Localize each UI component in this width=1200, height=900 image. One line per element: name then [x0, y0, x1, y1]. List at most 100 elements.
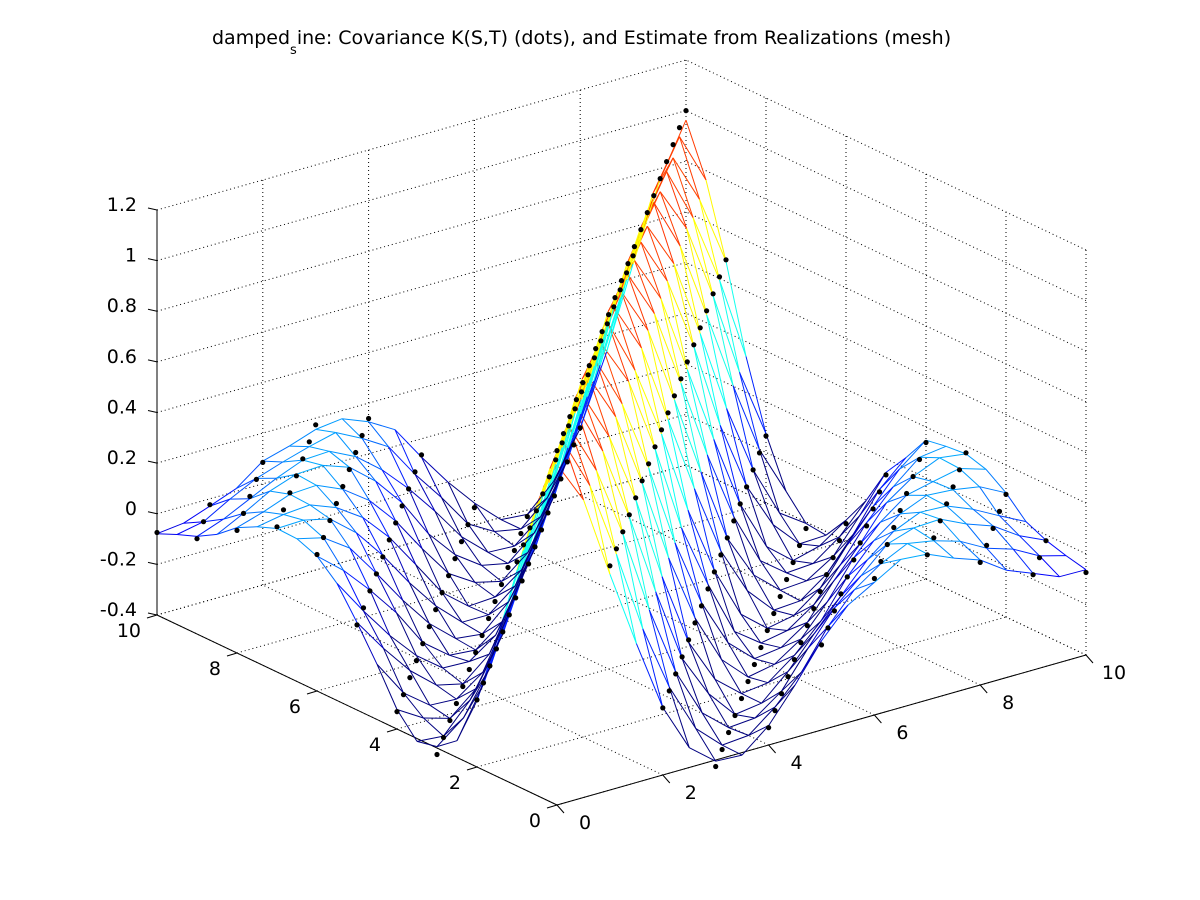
mesh-edge: [839, 522, 868, 566]
covariance-dot: [704, 308, 710, 314]
mesh-edge: [780, 638, 802, 649]
mesh-edge: [289, 428, 316, 447]
covariance-dot: [758, 644, 764, 651]
covariance-dot: [346, 466, 352, 473]
title-part-rest: ine: Covariance K(S,T) (dots), and Estim…: [297, 27, 951, 49]
covariance-dot: [234, 527, 240, 534]
covariance-dot: [664, 159, 670, 165]
mesh-edge: [296, 473, 317, 486]
mesh-edge: [642, 628, 670, 688]
mesh-edge: [866, 486, 894, 523]
mesh-edge: [302, 450, 330, 461]
mesh-edge: [721, 659, 742, 694]
mesh-edge: [621, 291, 642, 349]
mesh-edge: [316, 484, 337, 508]
covariance-dot: [691, 342, 697, 348]
covariance-dot: [804, 623, 810, 629]
z-tick-label: -0.4: [100, 599, 137, 621]
mesh-edge: [315, 418, 343, 430]
mesh-edge: [747, 590, 775, 611]
mesh-edge: [355, 456, 377, 482]
mesh-edge: [396, 709, 418, 742]
mesh-edge: [979, 486, 1007, 494]
mesh-edge: [873, 530, 895, 542]
mesh-edge: [687, 509, 715, 571]
mesh-edge: [416, 740, 438, 748]
mesh-edge: [395, 520, 423, 549]
covariance-dot: [471, 505, 477, 511]
x-tick-mark: [768, 744, 776, 754]
mesh-edge: [699, 333, 721, 426]
mesh-edge: [693, 488, 722, 552]
mesh-edge: [787, 647, 809, 672]
mesh-edge: [933, 540, 961, 542]
mesh-edge: [436, 717, 464, 747]
covariance-dot: [293, 473, 299, 479]
mesh-edge: [840, 575, 862, 597]
grid-line-wall-x-horizontal: [685, 211, 1087, 403]
mesh-edge: [833, 543, 861, 582]
mesh-edge: [428, 623, 450, 656]
mesh-edge: [886, 494, 907, 504]
mesh-edge: [946, 505, 974, 510]
mesh-edge: [679, 136, 700, 200]
mesh-edge: [474, 502, 502, 521]
grid-line-wall-x-horizontal: [685, 59, 1087, 251]
mesh-edge: [821, 604, 849, 641]
mesh-edge: [741, 682, 769, 695]
mesh-edge: [635, 499, 657, 592]
mesh-edge: [708, 693, 736, 715]
mesh-edge: [860, 563, 882, 577]
covariance-dot: [586, 363, 592, 369]
mesh-edge: [436, 740, 458, 748]
mesh-edge: [553, 428, 581, 482]
mesh-edge: [381, 469, 409, 490]
grid-line-wall-y-horizontal: [156, 160, 687, 312]
mesh-edge: [753, 574, 781, 591]
mesh-edge: [456, 683, 484, 741]
mesh-edge: [806, 573, 827, 582]
mesh-edge: [899, 456, 920, 470]
mesh-edge: [946, 505, 967, 525]
mesh-edge: [416, 735, 444, 742]
mesh-edge: [859, 502, 888, 544]
mesh-edge: [315, 428, 336, 433]
covariance-dot: [313, 422, 319, 428]
mesh-edge: [734, 630, 762, 644]
mesh-edge: [912, 457, 940, 478]
covariance-dot: [836, 538, 843, 544]
covariance-dot: [683, 108, 689, 114]
mesh-edge: [356, 622, 378, 665]
covariance-dot: [498, 581, 505, 588]
mesh-edge: [827, 604, 849, 627]
mesh-edge: [309, 432, 336, 448]
mesh-edge: [647, 330, 669, 420]
title-part-main: damped: [212, 27, 290, 49]
mesh-edge: [679, 245, 708, 315]
mesh-edge: [740, 613, 762, 644]
mesh-edge: [606, 263, 634, 353]
mesh-edge: [992, 525, 1014, 550]
mesh-edge: [827, 589, 855, 627]
mesh-edge: [780, 580, 807, 591]
mesh-edge: [176, 521, 204, 535]
covariance-dot: [1030, 572, 1036, 578]
covariance-dot: [676, 125, 683, 131]
mesh-edge: [262, 460, 283, 463]
covariance-dot: [884, 541, 890, 548]
mesh-edge: [966, 523, 994, 527]
covariance-dot: [698, 603, 705, 609]
mesh-edge: [363, 610, 391, 636]
mesh-edge: [494, 569, 522, 598]
mesh-edge: [807, 626, 829, 649]
mesh-edge: [920, 505, 947, 513]
covariance-dot: [756, 450, 763, 456]
mesh-edge: [628, 516, 657, 592]
covariance-dot: [453, 700, 459, 707]
mesh-edge: [760, 630, 788, 644]
mesh-edge: [375, 573, 397, 613]
z-tick-mark: [147, 561, 158, 565]
covariance-dot: [825, 625, 831, 631]
mesh-edge: [441, 497, 462, 537]
